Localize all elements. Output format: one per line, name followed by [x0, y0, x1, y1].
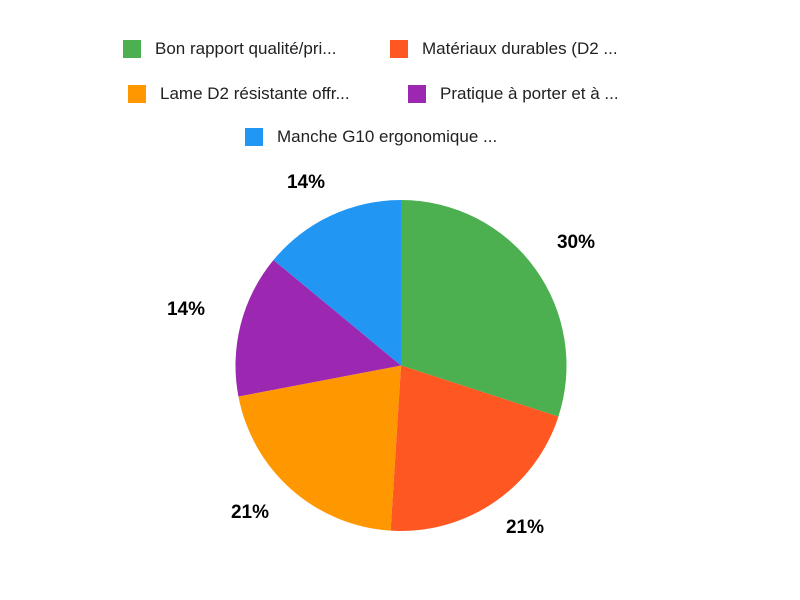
- legend-label: Matériaux durables (D2 ...: [422, 39, 618, 58]
- legend-label: Lame D2 résistante offr...: [160, 84, 350, 103]
- slice-value-label-1: 30%: [556, 232, 596, 253]
- pie-slice-2[interactable]: [390, 365, 559, 531]
- legend-item-4[interactable]: Pratique à porter et à ...: [408, 85, 619, 103]
- slice-value-label-2: 21%: [505, 517, 545, 538]
- legend-swatch: [390, 40, 408, 58]
- legend-item-1[interactable]: Bon rapport qualité/pri...: [123, 40, 336, 58]
- slice-value-label-5: 14%: [286, 172, 326, 193]
- legend-swatch: [128, 85, 146, 103]
- slice-value-label-4: 14%: [166, 299, 206, 320]
- legend-label: Manche G10 ergonomique ...: [277, 127, 498, 146]
- pie-slice-1[interactable]: [401, 200, 567, 417]
- legend-label: Bon rapport qualité/pri...: [155, 39, 337, 58]
- slice-value-label-3: 21%: [230, 502, 270, 523]
- pie-slice-4[interactable]: [235, 260, 401, 397]
- legend-item-5[interactable]: Manche G10 ergonomique ...: [245, 128, 497, 146]
- pie-slice-3[interactable]: [238, 365, 401, 531]
- legend-label: Pratique à porter et à ...: [440, 84, 619, 103]
- legend-swatch: [123, 40, 141, 58]
- legend-item-2[interactable]: Matériaux durables (D2 ...: [390, 40, 618, 58]
- legend-swatch: [245, 128, 263, 146]
- legend-item-3[interactable]: Lame D2 résistante offr...: [128, 85, 350, 103]
- legend-swatch: [408, 85, 426, 103]
- pie-slice-5[interactable]: [273, 200, 401, 366]
